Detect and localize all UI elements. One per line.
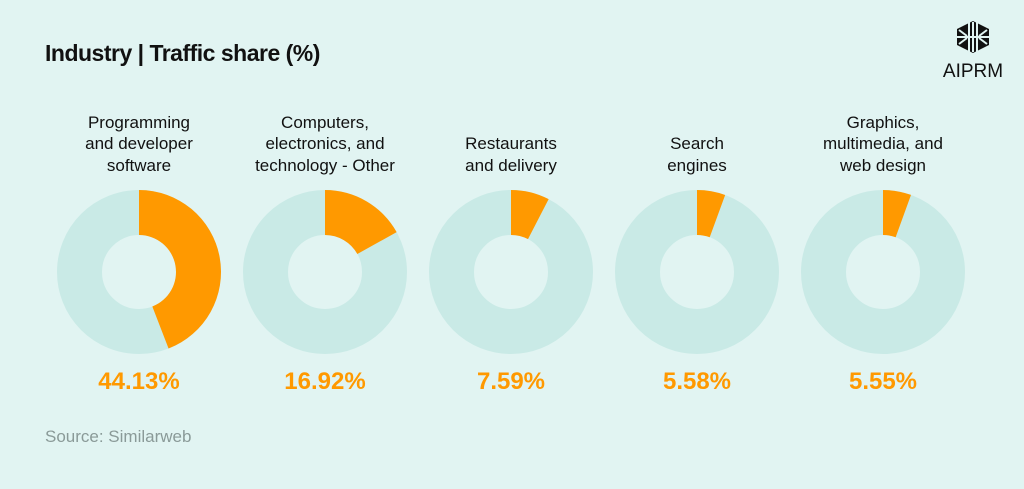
aiprm-logo-icon bbox=[957, 21, 989, 53]
source-note: Source: Similarweb bbox=[45, 427, 192, 446]
category-label-line: and delivery bbox=[465, 155, 557, 175]
donut-share-slice bbox=[139, 190, 221, 349]
category-label-line: Computers, bbox=[281, 112, 369, 132]
category-label-line: Programming bbox=[87, 112, 191, 132]
category-label-line: multimedia, and bbox=[822, 134, 943, 153]
category-label-line: Search bbox=[670, 134, 724, 153]
value-label: 44.13% bbox=[98, 368, 180, 395]
donut-share-slice bbox=[511, 190, 549, 240]
category-label: Programming and developer software bbox=[49, 110, 229, 176]
category-label: Graphics, multimedia, and web design bbox=[793, 110, 973, 176]
value-label: 5.55% bbox=[848, 368, 918, 395]
category-label-line: Graphics, bbox=[846, 112, 920, 132]
value-label: 7.59% bbox=[476, 368, 546, 395]
aiprm-logo: AIPRM bbox=[938, 20, 1008, 83]
donut-share-slice bbox=[325, 190, 397, 255]
category-label: Restaurants and delivery bbox=[421, 110, 601, 176]
category-label: Search engines bbox=[607, 110, 787, 176]
category-label-line: engines bbox=[667, 155, 727, 175]
value-label: 16.92% bbox=[284, 368, 366, 395]
category-label: Computers, electronics, and technology - O… bbox=[235, 110, 415, 176]
category-label-line: electronics, and bbox=[265, 134, 385, 153]
chart-title: Industry | Traffic share (%) bbox=[45, 40, 320, 66]
category-label-line: software bbox=[106, 155, 172, 175]
donut-share-slice bbox=[697, 190, 726, 238]
category-label-line: web design bbox=[839, 155, 926, 175]
category-label-line: technology - Other bbox=[255, 155, 395, 175]
category-label-line: Restaurants bbox=[465, 134, 557, 153]
category-label-line: and developer bbox=[85, 134, 193, 153]
logo-text: AIPRM bbox=[942, 61, 1004, 82]
value-label: 5.58% bbox=[662, 368, 732, 395]
donut-share-slice bbox=[883, 190, 912, 238]
